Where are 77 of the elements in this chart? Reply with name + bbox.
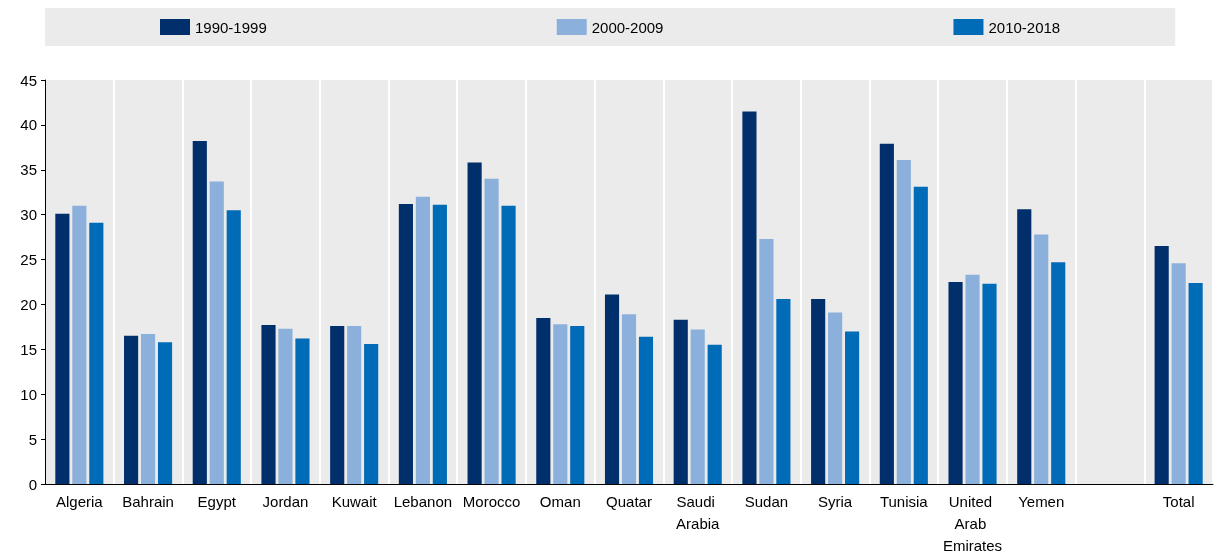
bar xyxy=(140,334,156,484)
bar xyxy=(742,111,757,484)
bar xyxy=(89,222,104,484)
x-tick-label: Bahrain xyxy=(122,492,174,510)
bar xyxy=(192,141,207,484)
bar xyxy=(604,294,620,484)
bar xyxy=(828,312,843,484)
bar xyxy=(536,317,551,484)
bar xyxy=(948,282,963,484)
bar xyxy=(896,159,911,484)
bar xyxy=(1154,246,1169,484)
bar xyxy=(364,343,379,484)
bar xyxy=(501,205,516,484)
x-tick-label: Sudan xyxy=(744,492,789,510)
x-tick-label: Jordan xyxy=(262,492,309,510)
bar xyxy=(707,344,722,484)
x-tick-label: Quatar xyxy=(606,492,652,510)
x-tick-label: Total xyxy=(1162,492,1195,510)
bar xyxy=(157,342,173,484)
bar xyxy=(330,325,345,484)
bar xyxy=(621,314,637,484)
bar xyxy=(467,162,482,484)
legend-label: 1990-1999 xyxy=(195,18,267,36)
y-tick-label: 25 xyxy=(20,251,37,269)
y-tick-label: 45 xyxy=(20,71,37,89)
y-tick-label: 20 xyxy=(20,295,37,313)
bar xyxy=(776,299,791,484)
bar xyxy=(690,329,705,484)
x-tick-label: Kuwait xyxy=(331,492,378,510)
x-tick-label: Saudi Arabia xyxy=(676,492,721,532)
bar xyxy=(1034,234,1049,484)
bar xyxy=(1051,262,1066,484)
x-tick-label: Morocco xyxy=(462,492,521,510)
y-tick-label: 10 xyxy=(20,385,37,403)
bar xyxy=(1171,263,1186,484)
bar xyxy=(415,196,430,484)
bar xyxy=(484,178,499,484)
bar xyxy=(570,325,585,484)
bar xyxy=(295,338,310,484)
x-tick-label: Egypt xyxy=(197,492,237,510)
bar xyxy=(759,238,774,484)
bar xyxy=(845,331,860,484)
bar xyxy=(55,213,70,484)
bar xyxy=(261,325,276,484)
bar xyxy=(673,319,688,484)
bar xyxy=(1017,209,1032,484)
bar xyxy=(278,328,293,484)
bar xyxy=(72,205,87,484)
bar xyxy=(432,204,447,484)
y-tick-label: 30 xyxy=(20,206,37,224)
x-tick-label: United Arab Emirates xyxy=(942,492,1003,554)
x-tick-label: Oman xyxy=(539,492,581,510)
bar xyxy=(398,203,413,484)
legend-label: 2010-2018 xyxy=(988,18,1061,36)
y-tick-label: 40 xyxy=(20,116,37,134)
legend-label: 2000-2009 xyxy=(591,18,664,36)
bar xyxy=(209,181,224,484)
y-tick-label: 35 xyxy=(20,161,37,179)
bar xyxy=(347,325,362,484)
bar xyxy=(638,336,654,484)
bar xyxy=(811,299,826,484)
y-tick-label: 5 xyxy=(28,430,37,448)
x-tick-label: Yemen xyxy=(1018,492,1065,510)
bar xyxy=(226,210,241,484)
y-tick-label: 15 xyxy=(20,340,37,358)
x-tick-label: Algeria xyxy=(56,492,104,510)
x-tick-label: Syria xyxy=(818,492,853,510)
x-tick-label: Lebanon xyxy=(393,492,453,510)
bar xyxy=(879,143,894,484)
bar xyxy=(965,274,980,484)
bar xyxy=(982,283,997,484)
y-tick-label: 0 xyxy=(28,475,37,493)
x-tick-label: Tunisia xyxy=(879,492,929,510)
bar xyxy=(1188,282,1203,484)
bar xyxy=(913,186,928,484)
bar xyxy=(124,335,139,484)
bar xyxy=(553,324,568,484)
